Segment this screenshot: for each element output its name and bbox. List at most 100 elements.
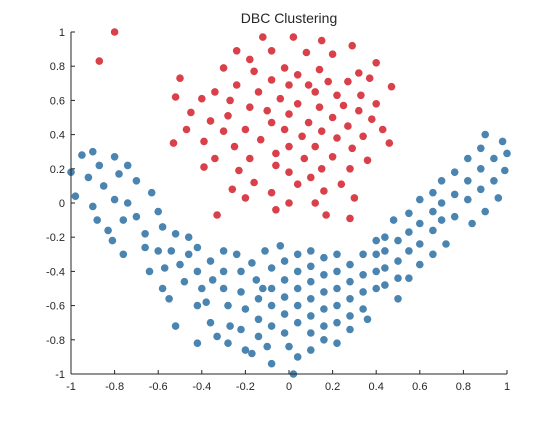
- y-tick-label: 0.2: [50, 164, 65, 176]
- data-point-s1-109: [359, 250, 367, 259]
- data-point-s0-89: [241, 194, 250, 202]
- data-point-s0-3: [289, 33, 298, 41]
- data-point-s0-47: [224, 112, 232, 120]
- data-point-s1-99: [333, 267, 341, 276]
- data-point-s0-18: [176, 74, 184, 82]
- data-point-s1-116: [372, 267, 381, 276]
- data-point-s0-75: [272, 161, 280, 170]
- data-point-s1-4: [84, 173, 93, 182]
- data-point-s1-22: [141, 230, 149, 238]
- y-tick-label: 0: [59, 198, 65, 210]
- data-point-s0-45: [328, 113, 337, 122]
- x-tick-label: -1: [66, 381, 76, 393]
- data-point-s1-61: [254, 295, 263, 303]
- data-point-s1-31: [176, 260, 184, 269]
- data-point-s1-36: [198, 284, 206, 293]
- data-point-s1-23: [158, 223, 167, 231]
- x-tick-label: -0.4: [192, 381, 211, 393]
- data-point-s1-17: [119, 216, 128, 224]
- data-point-s1-56: [241, 305, 250, 313]
- data-point-s0-51: [344, 122, 352, 130]
- data-point-s0-31: [357, 91, 365, 100]
- data-point-s1-50: [224, 301, 232, 310]
- data-point-s1-159: [503, 149, 511, 158]
- data-point-s1-76: [280, 310, 289, 318]
- data-point-s1-64: [248, 349, 256, 358]
- data-point-s0-44: [285, 110, 293, 118]
- data-point-s1-51: [226, 322, 234, 330]
- y-tick-label: -0.6: [46, 301, 65, 313]
- data-point-s1-155: [490, 177, 498, 185]
- y-tick-label: 0.8: [50, 61, 65, 73]
- data-point-s0-10: [246, 55, 254, 64]
- data-point-s1-77: [280, 329, 289, 337]
- data-point-s0-21: [344, 77, 352, 86]
- data-point-s1-97: [320, 336, 328, 344]
- x-tick-label: -0.2: [236, 381, 255, 393]
- data-point-s1-125: [394, 274, 402, 283]
- data-point-s1-111: [359, 288, 367, 296]
- x-tick-label: -0.6: [149, 381, 168, 393]
- data-point-s0-84: [337, 180, 346, 188]
- data-point-s0-11: [372, 59, 381, 67]
- data-point-s0-90: [285, 199, 293, 207]
- data-point-s0-27: [211, 88, 219, 96]
- data-point-s0-0: [110, 28, 119, 36]
- data-point-s0-15: [250, 67, 258, 76]
- data-point-s0-68: [385, 139, 394, 147]
- data-point-s1-132: [416, 219, 424, 228]
- data-point-s0-14: [315, 65, 324, 74]
- data-point-s0-83: [293, 180, 302, 188]
- data-point-s1-30: [167, 247, 176, 255]
- data-point-s1-105: [346, 277, 354, 286]
- data-point-s0-36: [293, 100, 302, 108]
- data-point-s1-37: [193, 243, 202, 252]
- data-point-s1-138: [429, 250, 437, 259]
- data-point-s1-59: [248, 259, 256, 267]
- data-point-s1-143: [450, 168, 459, 176]
- data-point-s1-160: [481, 130, 490, 139]
- data-point-s1-46: [213, 332, 221, 341]
- data-point-s1-53: [232, 250, 241, 259]
- data-point-s1-102: [333, 318, 341, 327]
- data-point-s1-80: [293, 267, 302, 276]
- data-point-s1-7: [110, 153, 119, 161]
- data-point-s1-89: [307, 312, 315, 320]
- data-point-s0-76: [317, 165, 326, 173]
- data-point-s1-33: [184, 233, 193, 241]
- data-point-s0-71: [211, 154, 219, 163]
- data-point-s1-62: [254, 315, 263, 324]
- data-point-s0-59: [333, 134, 341, 142]
- data-point-s0-16: [355, 69, 363, 77]
- data-point-s0-29: [311, 88, 320, 96]
- data-point-s0-91: [311, 199, 320, 207]
- data-point-s1-123: [394, 236, 402, 245]
- data-point-s0-2: [259, 33, 267, 41]
- data-point-s1-66: [267, 264, 276, 272]
- data-point-s1-100: [333, 284, 341, 293]
- data-point-s1-137: [429, 226, 437, 235]
- y-tick-label: 1: [59, 27, 65, 39]
- data-point-s0-7: [267, 47, 276, 55]
- data-point-s1-127: [405, 209, 413, 218]
- data-point-s1-120: [381, 264, 389, 272]
- data-point-s1-67: [267, 284, 276, 293]
- data-point-s1-142: [442, 240, 450, 248]
- data-point-s0-73: [300, 154, 309, 163]
- data-point-s1-52: [224, 339, 232, 348]
- data-point-s0-67: [348, 144, 357, 153]
- y-axis-ticks: -1 -0.8 -0.6 -0.4 -0.2 0 0.2 0.4 0.6 0.8 1: [46, 27, 75, 381]
- data-point-s1-8: [115, 170, 123, 178]
- y-tick-label: -0.2: [46, 232, 65, 244]
- data-point-s1-156: [494, 194, 503, 202]
- data-point-s1-96: [320, 322, 328, 330]
- data-point-s1-26: [145, 267, 154, 276]
- data-point-s1-141: [437, 216, 446, 224]
- data-point-s1-6: [99, 182, 108, 190]
- data-point-s0-56: [378, 125, 387, 134]
- data-point-s1-28: [158, 284, 167, 293]
- data-point-s1-38: [206, 257, 215, 265]
- data-point-s0-34: [226, 96, 234, 105]
- data-point-s0-74: [363, 156, 372, 165]
